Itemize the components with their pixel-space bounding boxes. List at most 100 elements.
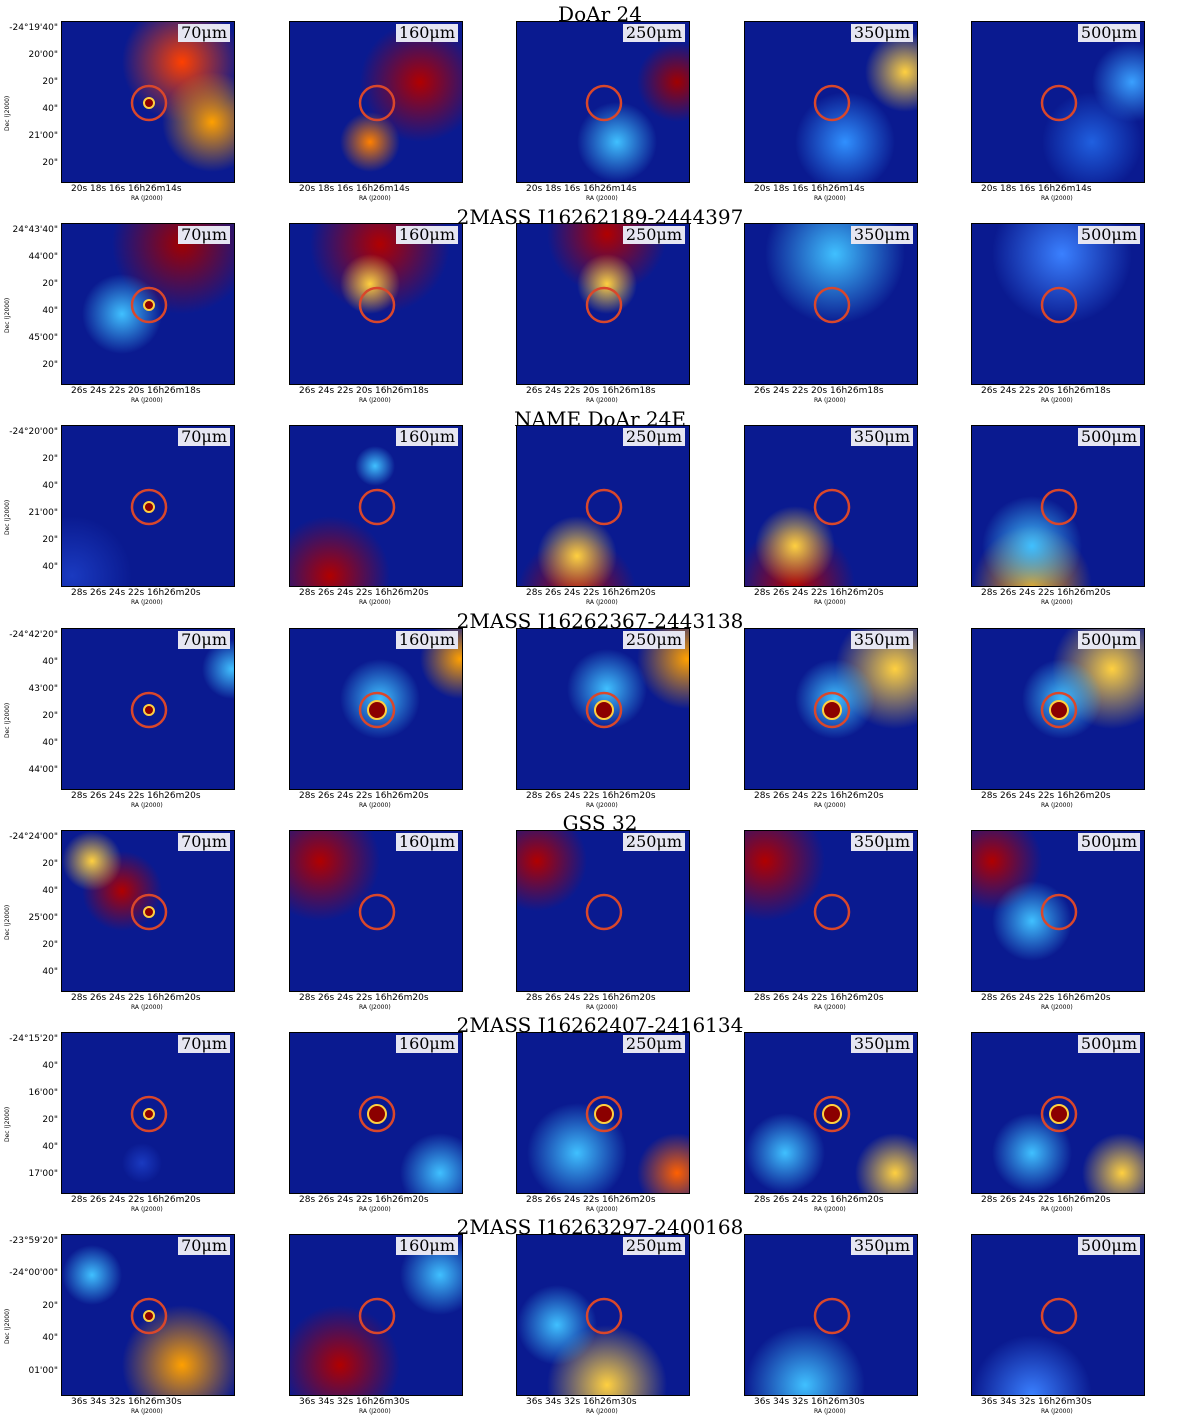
x-tick-labels: 28s 26s 24s 22s 16h26m20s xyxy=(71,588,201,598)
band-label: 160μm xyxy=(395,428,458,446)
x-axis-label: RA (J2000) xyxy=(359,599,391,606)
image-panel: 250μm xyxy=(516,425,690,587)
band-label: 160μm xyxy=(395,1237,458,1255)
x-tick-labels: 28s 26s 24s 22s 16h26m20s xyxy=(754,588,884,598)
emission-blob xyxy=(765,224,905,324)
image-panel: 250μm xyxy=(516,223,690,385)
image-panel: 500μm xyxy=(971,830,1145,992)
x-axis-label: RA (J2000) xyxy=(131,599,163,606)
x-axis-label: RA (J2000) xyxy=(814,1408,846,1415)
emission-blob xyxy=(290,831,380,921)
emission-map xyxy=(972,831,1078,961)
target-circle xyxy=(813,84,851,122)
x-axis-label: RA (J2000) xyxy=(1041,1206,1073,1213)
target-circle xyxy=(1040,84,1078,122)
target-circle xyxy=(813,691,851,729)
target-circle xyxy=(813,893,851,931)
point-source xyxy=(143,97,155,109)
y-tick-label: 44'00" xyxy=(28,765,58,775)
y-axis-label: Dec (J2000) xyxy=(4,702,11,738)
x-axis-label: RA (J2000) xyxy=(359,195,391,202)
y-axis-label: Dec (J2000) xyxy=(4,1106,11,1142)
emission-blob xyxy=(1022,659,1102,739)
x-axis-label: RA (J2000) xyxy=(586,1408,618,1415)
band-label: 250μm xyxy=(622,1237,685,1255)
target-circle xyxy=(585,691,623,729)
target-circle xyxy=(1040,691,1078,729)
band-label: 70μm xyxy=(178,24,230,42)
band-label: 500μm xyxy=(1077,631,1140,649)
source-title: 2MASS J16263297-2400168 xyxy=(456,1215,744,1239)
emission-blob xyxy=(290,516,390,586)
target-circle xyxy=(585,1095,623,1133)
point-source xyxy=(143,704,155,716)
y-axis-label: Dec (J2000) xyxy=(4,499,11,535)
x-axis-label: RA (J2000) xyxy=(359,1004,391,1011)
x-tick-labels: 28s 26s 24s 22s 16h26m20s xyxy=(981,993,1111,1003)
point-source xyxy=(143,501,155,513)
x-axis-label: RA (J2000) xyxy=(131,1408,163,1415)
x-tick-labels: 26s 24s 22s 20s 16h26m18s xyxy=(299,386,429,396)
band-label: 350μm xyxy=(850,226,913,244)
emission-blob xyxy=(162,72,234,172)
band-label: 250μm xyxy=(622,833,685,851)
x-tick-labels: 28s 26s 24s 22s 16h26m20s xyxy=(754,1195,884,1205)
emission-blob xyxy=(577,254,637,314)
x-tick-labels: 28s 26s 24s 22s 16h26m20s xyxy=(526,1195,656,1205)
image-panel: 160μm xyxy=(289,1032,463,1194)
band-label: 70μm xyxy=(178,833,230,851)
x-tick-labels: 28s 26s 24s 22s 16h26m20s xyxy=(299,791,429,801)
target-circle xyxy=(358,1095,396,1133)
point-source xyxy=(143,1108,155,1120)
point-source xyxy=(594,700,614,720)
band-label: 70μm xyxy=(178,428,230,446)
band-label: 250μm xyxy=(622,24,685,42)
emission-blob xyxy=(517,1285,597,1365)
y-tick-label: 17'00" xyxy=(28,1169,58,1179)
band-label: 250μm xyxy=(622,631,685,649)
x-tick-labels: 28s 26s 24s 22s 16h26m20s xyxy=(71,791,201,801)
x-tick-labels: 28s 26s 24s 22s 16h26m20s xyxy=(526,791,656,801)
image-panel: 350μm xyxy=(744,1032,918,1194)
target-circle xyxy=(358,286,396,324)
image-panel: 70μm xyxy=(61,21,235,183)
x-tick-labels: 20s 18s 16s 16h26m14s xyxy=(754,184,865,194)
emission-map xyxy=(745,1297,865,1395)
image-panel: 250μm xyxy=(516,830,690,992)
emission-map xyxy=(290,446,396,586)
x-axis-label: RA (J2000) xyxy=(1041,397,1073,404)
band-label: 160μm xyxy=(395,833,458,851)
emission-blob xyxy=(122,1305,234,1395)
y-tick-label: 21'00" xyxy=(28,131,58,141)
x-axis-label: RA (J2000) xyxy=(814,1206,846,1213)
emission-map xyxy=(122,22,234,172)
emission-blob xyxy=(745,1113,825,1193)
band-label: 500μm xyxy=(1077,226,1140,244)
source-title: GSS 32 xyxy=(562,811,638,835)
emission-blob xyxy=(290,1305,400,1395)
emission-map xyxy=(517,831,623,931)
band-label: 160μm xyxy=(395,631,458,649)
emission-blob xyxy=(122,1143,162,1183)
target-circle xyxy=(813,1297,851,1335)
y-tick-label: 40" xyxy=(42,886,58,896)
x-axis-label: RA (J2000) xyxy=(586,397,618,404)
image-panel: 250μm xyxy=(516,1234,690,1396)
emission-blob xyxy=(855,1133,917,1193)
emission-blob xyxy=(755,506,835,586)
x-axis-label: RA (J2000) xyxy=(359,1408,391,1415)
x-tick-labels: 28s 26s 24s 22s 16h26m20s xyxy=(71,1195,201,1205)
point-source xyxy=(143,1310,155,1322)
image-panel: 160μm xyxy=(289,223,463,385)
x-tick-labels: 26s 24s 22s 20s 16h26m18s xyxy=(71,386,201,396)
target-circle xyxy=(813,1095,851,1133)
band-label: 350μm xyxy=(850,1237,913,1255)
x-tick-labels: 26s 24s 22s 20s 16h26m18s xyxy=(981,386,1111,396)
y-axis-label: Dec (J2000) xyxy=(4,297,11,333)
x-tick-labels: 26s 24s 22s 20s 16h26m18s xyxy=(754,386,884,396)
emission-blob xyxy=(745,831,825,921)
image-panel: 70μm xyxy=(61,1032,235,1194)
band-label: 350μm xyxy=(850,1035,913,1053)
target-circle xyxy=(585,286,623,324)
image-panel: 160μm xyxy=(289,1234,463,1396)
